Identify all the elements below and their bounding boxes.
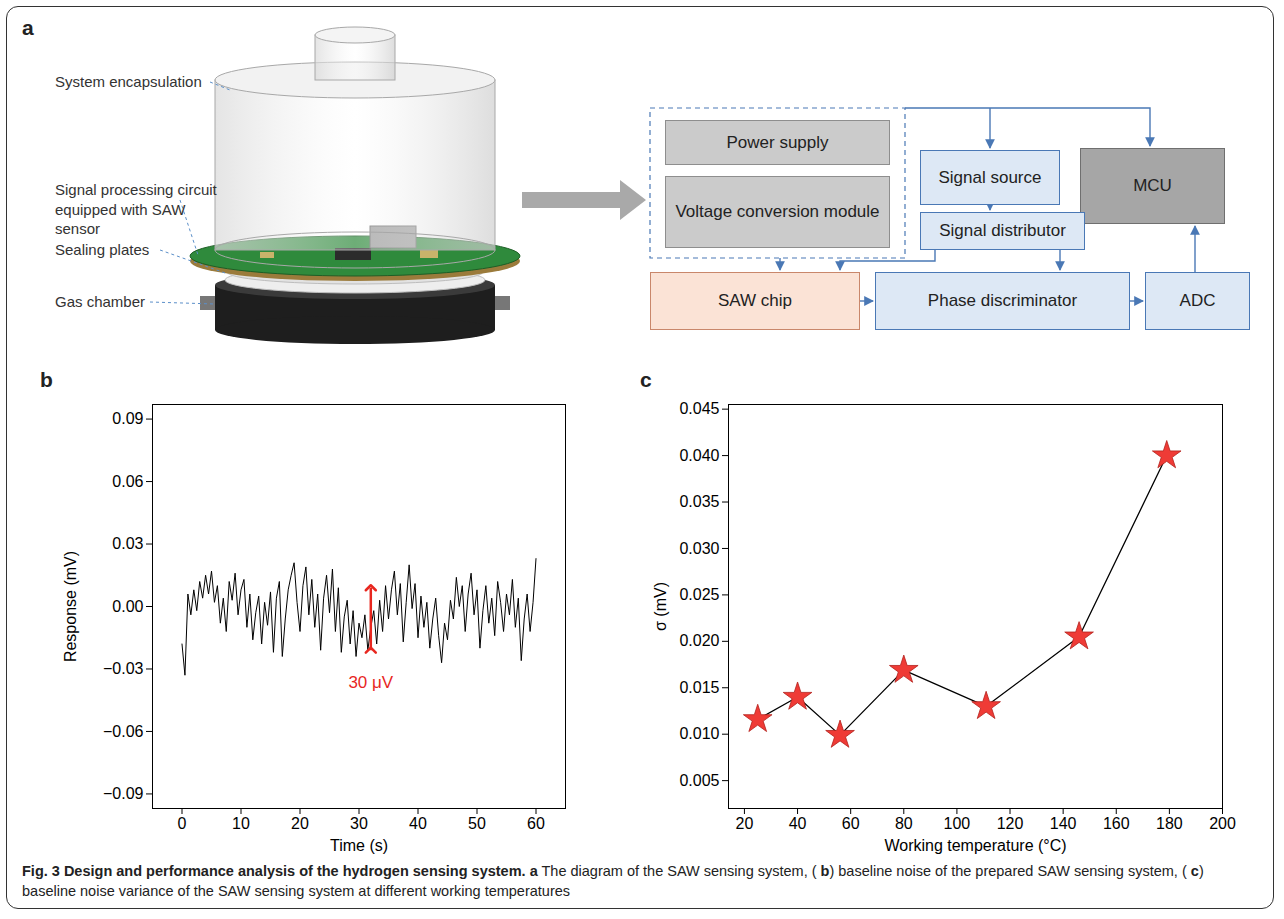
svg-text:40: 40	[789, 815, 807, 832]
svg-text:0.030: 0.030	[679, 540, 719, 557]
svg-text:80: 80	[895, 815, 913, 832]
svg-text:100: 100	[944, 815, 971, 832]
svg-text:60: 60	[527, 815, 545, 832]
html-text:Voltage conversion module: Voltage conversion module	[675, 202, 880, 222]
svg-text:30: 30	[350, 815, 368, 832]
html-text:Sealing plates: Sealing plates	[55, 241, 150, 258]
svg-text:50: 50	[468, 815, 486, 832]
svg-text:−0.06: −0.06	[103, 723, 144, 740]
svg-text:Response (mV): Response (mV)	[62, 551, 79, 662]
svg-text:0: 0	[178, 815, 187, 832]
svg-text:−0.03: −0.03	[103, 660, 144, 677]
svg-text:140: 140	[1050, 815, 1077, 832]
svg-text:60: 60	[842, 815, 860, 832]
svg-text:10: 10	[232, 815, 250, 832]
html-text:Gas chamber: Gas chamber	[55, 293, 145, 310]
svg-text:0.025: 0.025	[679, 586, 719, 603]
svg-text:0.010: 0.010	[679, 725, 719, 742]
svg-text:0.015: 0.015	[679, 679, 719, 696]
html-text:Phase discriminator: Phase discriminator	[927, 291, 1078, 311]
svg-text:40: 40	[409, 815, 427, 832]
svg-text:−0.09: −0.09	[103, 785, 144, 802]
html-text:Fig. 3 Design and performance: Fig. 3 Design and performance analysis o…	[22, 863, 1204, 899]
svg-text:0.03: 0.03	[112, 535, 143, 552]
svg-text:0.045: 0.045	[679, 400, 719, 417]
svg-text:180: 180	[1156, 815, 1183, 832]
html-text:Signal distributor: Signal distributor	[939, 221, 1066, 241]
svg-text:0.020: 0.020	[679, 632, 719, 649]
svg-text:0.005: 0.005	[679, 772, 719, 789]
html-text:Signal source: Signal source	[938, 167, 1042, 187]
svg-text:160: 160	[1103, 815, 1130, 832]
html-text:ADC: ADC	[1179, 291, 1216, 311]
svg-text:120: 120	[997, 815, 1024, 832]
svg-text:20: 20	[736, 815, 754, 832]
svg-text:0.040: 0.040	[679, 447, 719, 464]
svg-text:Working temperature (°C): Working temperature (°C)	[884, 837, 1066, 854]
svg-text:20: 20	[291, 815, 309, 832]
html-text:a: a	[22, 16, 34, 39]
html-text:System encapsulation: System encapsulation	[55, 73, 202, 90]
html-text:SAW chip: SAW chip	[718, 291, 792, 311]
svg-text:σ (mV): σ (mV)	[652, 582, 669, 631]
html-text:MCU: MCU	[1133, 176, 1172, 196]
html-text:Signal processing circuit equi: Signal processing circuit equipped with …	[55, 181, 217, 237]
html-text:Power supply: Power supply	[726, 132, 829, 152]
svg-text:0.00: 0.00	[112, 598, 143, 615]
svg-text:30 μV: 30 μV	[348, 673, 393, 692]
svg-text:0.035: 0.035	[679, 493, 719, 510]
svg-text:Time (s): Time (s)	[330, 837, 388, 854]
svg-text:0.09: 0.09	[112, 410, 143, 427]
svg-text:200: 200	[1209, 815, 1236, 832]
svg-text:0.06: 0.06	[112, 473, 143, 490]
html-text:b: b	[40, 368, 53, 391]
html-text:c: c	[640, 368, 652, 391]
